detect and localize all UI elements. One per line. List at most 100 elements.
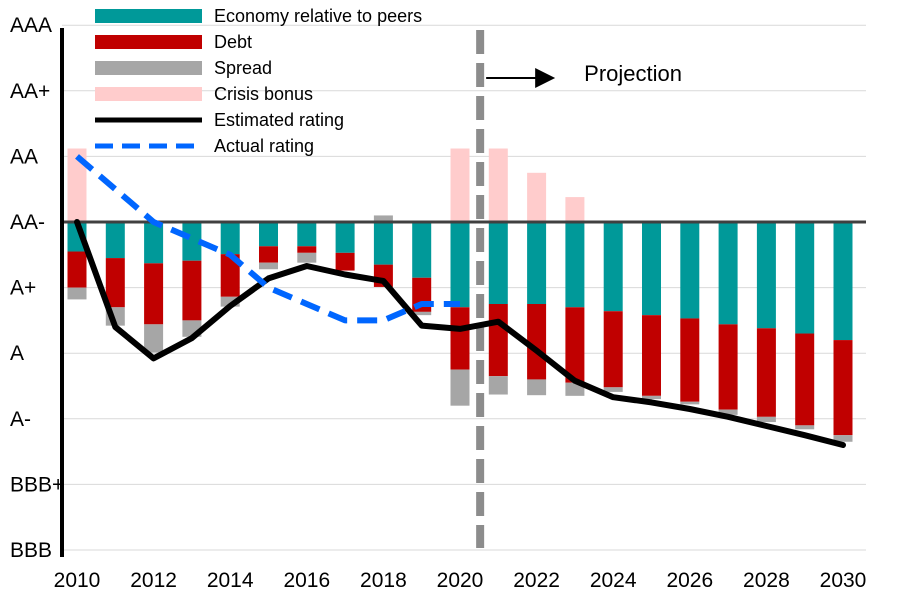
bar-spread-2025 — [642, 395, 661, 400]
bar-economy-relative-to-peers-2023 — [565, 222, 585, 308]
bar-debt-2029 — [795, 333, 815, 426]
y-tick-label: AA- — [10, 211, 45, 234]
bar-economy-relative-to-peers-2030 — [833, 222, 853, 341]
bar-debt-2016 — [297, 246, 317, 253]
x-tick-label: 2018 — [360, 569, 407, 592]
bar-economy-relative-to-peers-2028 — [756, 222, 776, 329]
bar-spread-2019 — [412, 311, 432, 316]
bar-economy-relative-to-peers-2014 — [220, 222, 240, 255]
bar-debt-2015 — [259, 246, 278, 263]
line-actual-rating — [75, 154, 460, 324]
x-tick-label: 2028 — [743, 569, 790, 592]
bar-debt-2028 — [756, 328, 776, 417]
bar-debt-2025 — [642, 315, 661, 396]
bar-economy-relative-to-peers-2025 — [642, 222, 661, 316]
bar-economy-relative-to-peers-2012 — [144, 222, 164, 264]
bar-debt-2012 — [144, 263, 164, 325]
bar-debt-2023 — [565, 307, 585, 383]
bar-spread-2015 — [259, 262, 278, 270]
bar-debt-2014 — [220, 254, 240, 297]
bar-spread-2018 — [373, 215, 393, 222]
legend-swatch-economy-relative-to-peers — [95, 9, 202, 23]
legend-swatch-crisis-bonus — [95, 87, 202, 101]
projection-arrow-head — [535, 68, 556, 88]
x-tick-label: 2030 — [820, 569, 867, 592]
bar-debt-2024 — [603, 311, 623, 388]
bar-economy-relative-to-peers-2013 — [182, 222, 202, 261]
bar-spread-2024 — [603, 387, 623, 392]
bar-debt-2026 — [680, 318, 700, 402]
y-tick-label: BBB — [10, 539, 52, 562]
y-tick-label: AA — [10, 145, 38, 168]
projection-label: Projection — [584, 61, 682, 86]
bar-economy-relative-to-peers-2022 — [527, 222, 547, 304]
bar-economy-relative-to-peers-2020 — [450, 222, 470, 308]
bar-spread-2026 — [680, 401, 700, 405]
bar-debt-2017 — [335, 252, 355, 271]
y-tick-label: AAA — [10, 14, 52, 37]
y-tick-label: AA+ — [10, 80, 50, 103]
bar-crisis-bonus-2021 — [488, 148, 508, 222]
x-tick-label: 2016 — [283, 569, 330, 592]
y-tick-label: A+ — [10, 277, 36, 300]
line-series — [74, 154, 846, 448]
bar-spread-2021 — [488, 376, 508, 395]
legend-label: Economy relative to peers — [214, 6, 422, 26]
legend-label: Debt — [214, 32, 252, 52]
legend-label: Crisis bonus — [214, 84, 313, 104]
y-tick-label: BBB+ — [10, 473, 64, 496]
legend: Economy relative to peers Debt Spread Crisi… — [95, 6, 422, 156]
x-tick-label: 2024 — [590, 569, 637, 592]
bar-economy-relative-to-peers-2026 — [680, 222, 700, 319]
bar-debt-2010 — [67, 251, 87, 288]
bar-debt-2022 — [527, 304, 547, 380]
bar-crisis-bonus-2020 — [450, 148, 470, 222]
bar-economy-relative-to-peers-2015 — [259, 222, 278, 247]
bar-crisis-bonus-2023 — [565, 197, 585, 222]
bar-spread-2028 — [756, 416, 776, 423]
legend-swatch-debt — [95, 35, 202, 49]
legend-label: Actual rating — [214, 136, 314, 156]
bar-debt-2027 — [718, 324, 738, 410]
legend-label: Estimated rating — [214, 110, 344, 130]
x-tick-label: 2020 — [437, 569, 484, 592]
bar-debt-2013 — [182, 260, 202, 321]
bar-series — [67, 148, 853, 442]
legend-label: Spread — [214, 58, 272, 78]
bar-debt-2020 — [450, 307, 470, 370]
bar-economy-relative-to-peers-2018 — [373, 222, 393, 265]
bar-spread-2030 — [833, 435, 853, 442]
legend-swatch-spread — [95, 61, 202, 75]
bar-economy-relative-to-peers-2029 — [795, 222, 815, 334]
x-tick-label: 2026 — [666, 569, 713, 592]
bar-spread-2029 — [795, 425, 815, 430]
bar-debt-2021 — [488, 304, 508, 377]
bar-economy-relative-to-peers-2017 — [335, 222, 355, 253]
bar-spread-2014 — [220, 296, 240, 307]
y-tick-label: A — [10, 342, 24, 365]
projection-marker: Projection — [476, 30, 682, 548]
x-tick-label: 2022 — [513, 569, 560, 592]
bar-crisis-bonus-2022 — [527, 172, 547, 222]
x-tick-label: 2014 — [207, 569, 254, 592]
bar-debt-2011 — [105, 258, 125, 308]
bar-economy-relative-to-peers-2027 — [718, 222, 738, 325]
bar-economy-relative-to-peers-2024 — [603, 222, 623, 312]
bar-spread-2010 — [67, 287, 87, 300]
line-estimated-rating — [74, 219, 846, 448]
x-tick-label: 2010 — [54, 569, 101, 592]
bar-economy-relative-to-peers-2021 — [488, 222, 508, 304]
bar-economy-relative-to-peers-2011 — [105, 222, 125, 259]
bar-spread-2022 — [527, 379, 547, 396]
bar-economy-relative-to-peers-2016 — [297, 222, 317, 247]
bar-debt-2030 — [833, 340, 853, 436]
bar-economy-relative-to-peers-2019 — [412, 222, 432, 278]
y-tick-label: A- — [10, 408, 31, 431]
bar-spread-2012 — [144, 324, 164, 353]
bar-spread-2016 — [297, 252, 317, 263]
bar-spread-2027 — [718, 409, 738, 415]
bar-spread-2020 — [450, 369, 470, 406]
bar-crisis-bonus-2010 — [67, 148, 87, 222]
